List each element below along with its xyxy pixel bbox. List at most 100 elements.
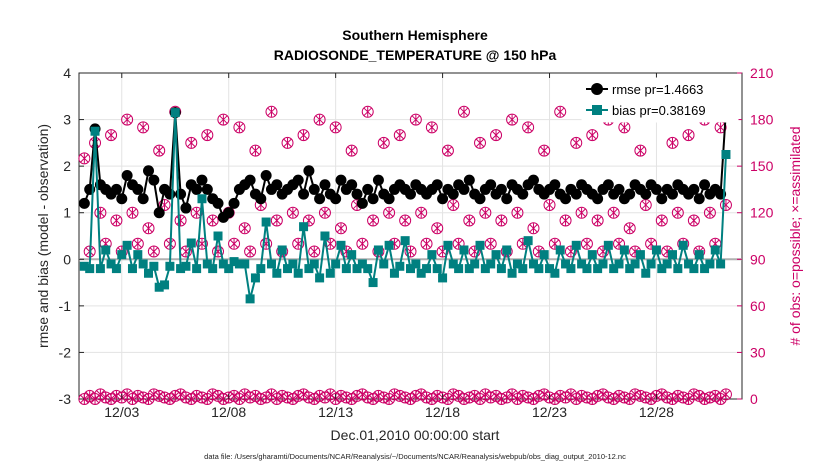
x-tick-label: 12/03 xyxy=(104,404,139,420)
bias-point xyxy=(496,264,506,274)
bias-point xyxy=(619,245,629,255)
rmse-point xyxy=(255,193,267,205)
bias-point xyxy=(646,259,656,269)
bias-point xyxy=(176,264,186,274)
rmse-point xyxy=(308,183,320,195)
obs-count-assimilated xyxy=(288,207,298,218)
x-tick-label: 12/13 xyxy=(318,404,353,420)
obs-count-assimilated xyxy=(577,207,586,218)
obs-count-assimilated xyxy=(620,122,629,133)
obs-count-assimilated xyxy=(636,145,645,156)
bias-point xyxy=(208,264,218,274)
obs-count-possible xyxy=(613,237,626,250)
obs-count-possible xyxy=(506,113,519,126)
bias-point xyxy=(406,264,415,274)
rmse-point xyxy=(699,179,711,191)
bias-point xyxy=(539,250,549,260)
bias-point xyxy=(240,259,250,269)
bias-point xyxy=(593,264,603,274)
rmse-point xyxy=(458,183,470,195)
obs-count-assimilated xyxy=(587,130,597,141)
bias-point xyxy=(283,264,293,274)
obs-count-assimilated xyxy=(138,122,148,133)
bias-point xyxy=(331,259,341,269)
obs-count-assimilated xyxy=(497,215,506,226)
obs-count-assimilated xyxy=(555,106,565,117)
obs-count-possible xyxy=(185,136,198,149)
legend-bias-label: bias pr=0.38169 xyxy=(612,103,706,118)
obs-count-possible xyxy=(452,237,465,250)
obs-count-possible xyxy=(265,105,278,118)
obs-count-assimilated xyxy=(331,122,340,133)
obs-count-assimilated xyxy=(347,145,357,156)
bias-point xyxy=(684,259,694,269)
bias-point xyxy=(587,250,597,260)
bias-point xyxy=(550,268,560,278)
obs-count-possible xyxy=(356,237,369,250)
obs-count-assimilated xyxy=(133,238,143,249)
obs-count-possible xyxy=(441,144,454,157)
obs-count-assimilated xyxy=(149,246,159,257)
bias-point xyxy=(678,240,688,250)
rmse-point xyxy=(143,165,155,177)
obs-count-assimilated xyxy=(684,130,693,141)
obs-count-assimilated xyxy=(411,114,421,125)
obs-count-possible xyxy=(474,136,487,149)
obs-count-possible xyxy=(538,144,551,157)
obs-count-assimilated xyxy=(571,137,581,148)
bias-point xyxy=(234,259,244,269)
x-axis-label: Dec.01,2010 00:00:00 start xyxy=(331,427,500,443)
y-tick-label: 2 xyxy=(63,158,71,174)
rmse-point xyxy=(228,197,240,209)
y-tick-label: 1 xyxy=(63,205,71,221)
bias-point xyxy=(603,240,613,250)
obs-count-possible xyxy=(174,214,187,227)
bias-point xyxy=(186,238,196,248)
obs-count-assimilated xyxy=(416,207,426,218)
bias-point xyxy=(160,280,170,290)
obs-count-assimilated xyxy=(79,153,89,164)
obs-count-possible xyxy=(137,121,150,134)
y-tick-label: 3 xyxy=(63,112,71,128)
obs-count-possible xyxy=(313,113,326,126)
obs-count-assimilated xyxy=(657,215,667,226)
obs-count-possible xyxy=(206,214,219,227)
obs-count-possible xyxy=(682,129,695,142)
obs-count-possible xyxy=(345,144,358,157)
obs-count-possible xyxy=(559,214,572,227)
obs-count-possible xyxy=(142,222,155,235)
obs-count-assimilated xyxy=(529,223,538,234)
bias-point xyxy=(154,282,164,292)
bias-point xyxy=(427,250,437,260)
obs-count-possible xyxy=(233,121,246,134)
rmse-point xyxy=(666,188,678,200)
obs-count-possible xyxy=(201,129,214,142)
obs-count-possible xyxy=(238,222,251,235)
obs-count-assimilated xyxy=(561,215,570,226)
obs-count-assimilated xyxy=(486,238,496,249)
obs-count-assimilated xyxy=(641,199,651,210)
rmse-point xyxy=(132,183,144,195)
rmse-point xyxy=(351,188,363,200)
bias-point xyxy=(170,108,180,118)
y-tick-label: -1 xyxy=(59,298,72,314)
obs-count-assimilated xyxy=(609,207,619,218)
bias-point xyxy=(320,231,330,241)
bias-point xyxy=(149,261,159,271)
y-tick-label: -3 xyxy=(59,391,72,407)
bias-point xyxy=(90,126,100,136)
obs-count-possible xyxy=(703,206,716,219)
bias-point xyxy=(202,259,212,269)
obs-count-possible xyxy=(596,245,609,258)
obs-count-possible xyxy=(158,198,171,211)
obs-count-possible xyxy=(484,237,497,250)
y-right-tick-label: 150 xyxy=(750,158,774,174)
obs-count-possible xyxy=(468,245,481,258)
data-marks xyxy=(78,104,742,405)
obs-count-assimilated xyxy=(144,223,153,234)
bias-point xyxy=(250,273,260,283)
obs-count-possible xyxy=(94,206,107,219)
obs-count-possible xyxy=(334,222,347,235)
obs-count-assimilated xyxy=(309,246,319,257)
obs-count-assimilated xyxy=(128,207,137,218)
